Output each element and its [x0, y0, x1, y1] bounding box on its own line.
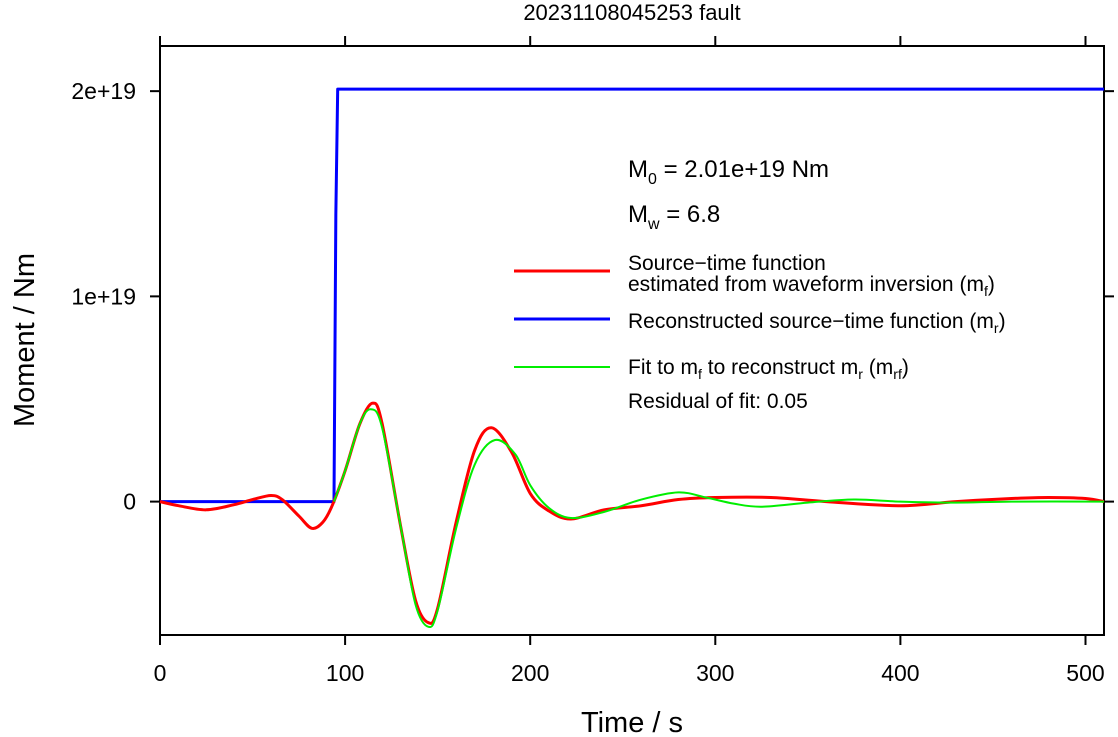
x-tick-label: 400	[881, 660, 919, 686]
series-layer	[159, 87, 1105, 629]
y-tick-label: 0	[123, 489, 136, 515]
y-tick-label: 2e+19	[71, 78, 136, 104]
chart-title: 20231108045253 fault	[523, 0, 740, 25]
x-tick-labels: 0 100 200 300 400 500	[154, 660, 1105, 686]
annotation-m0: M0 = 2.01e+19 Nm	[628, 156, 829, 188]
plot-border	[159, 45, 1105, 636]
series-fit	[333, 408, 1105, 629]
x-tick-label: 500	[1066, 660, 1104, 686]
x-axis-label: Time / s	[581, 707, 683, 737]
x-tick-label: 200	[511, 660, 549, 686]
x-tick-label: 0	[154, 660, 167, 686]
annotation-mw: Mw = 6.8	[628, 201, 720, 233]
x-tick-label: 300	[696, 660, 734, 686]
legend-label-red-line2: estimated from waveform inversion (mf)	[628, 273, 995, 299]
legend-label-green: Fit to mf to reconstruct mr (mrf)	[628, 356, 909, 382]
y-tick-labels: 0 1e+19 2e+19	[71, 78, 136, 514]
ticks	[150, 36, 1114, 645]
y-tick-label: 1e+19	[71, 283, 136, 309]
legend: Source−time function estimated from wave…	[514, 252, 1006, 413]
series-reconstructed	[160, 87, 1104, 504]
series-source-time-function	[159, 401, 1105, 625]
axes-frame	[159, 45, 1105, 636]
x-tick-label: 100	[326, 660, 364, 686]
legend-label-blue: Reconstructed source−time function (mr)	[628, 310, 1006, 336]
legend-label-red-line1: Source−time function	[628, 252, 826, 275]
y-axis-label: Moment / Nm	[9, 253, 41, 427]
annotation-residual: Residual of fit: 0.05	[628, 390, 808, 413]
